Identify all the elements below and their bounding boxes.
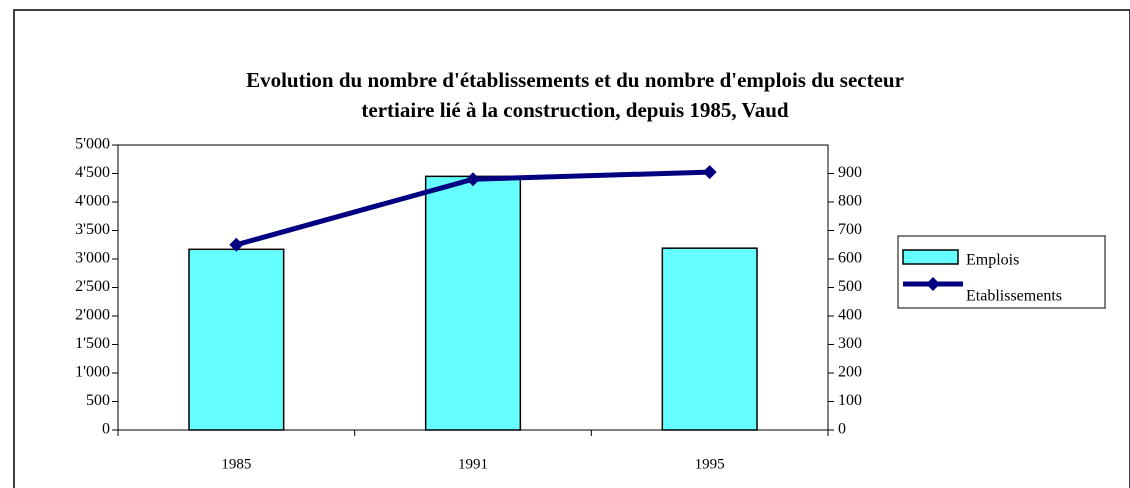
y2-tick-label: 900 [838, 164, 862, 181]
legend-label: Etablissements [966, 288, 1062, 305]
legend-box [897, 235, 1106, 309]
y-tick-label: 5'000 [75, 136, 110, 153]
bar [424, 175, 522, 431]
y2-tick-label: 400 [838, 307, 862, 324]
line-marker [229, 237, 244, 252]
y-tick-label: 3'500 [75, 221, 110, 238]
y2-tick-label: 200 [838, 364, 862, 381]
y2-tick-label: 500 [838, 278, 862, 295]
chart-title: Evolution du nombre d'établissements et … [246, 68, 904, 92]
y2-tick-label: 700 [838, 221, 862, 238]
legend-label: Emplois [966, 252, 1019, 269]
bar [661, 247, 758, 431]
y-tick-label: 500 [86, 392, 110, 409]
y2-tick-label: 300 [838, 335, 862, 352]
line-marker [466, 172, 480, 187]
y2-tick-label: 0 [838, 421, 846, 438]
line-marker [702, 165, 717, 180]
x-tick-label: 1985 [221, 456, 251, 472]
y2-tick-label: 100 [838, 392, 862, 409]
y-tick-label: 3'000 [75, 250, 110, 267]
legend-swatch [902, 249, 959, 265]
y2-tick-label: 600 [838, 250, 862, 267]
y-tick-label: 2'500 [75, 278, 110, 295]
x-tick-label: 1991 [458, 456, 488, 472]
y-tick-label: 4'500 [75, 164, 110, 181]
chart-title: tertiaire lié à la construction, depuis … [361, 98, 789, 122]
y2-tick-label: 800 [838, 193, 862, 210]
legend-swatch [926, 277, 940, 291]
y-tick-label: 1'500 [75, 335, 110, 352]
x-tick-label: 1995 [695, 456, 725, 472]
bar [188, 248, 285, 431]
y-tick-label: 4'000 [75, 193, 110, 210]
y-tick-label: 1'000 [75, 364, 110, 381]
y-tick-label: 0 [102, 421, 110, 438]
y-tick-label: 2'000 [75, 307, 110, 324]
